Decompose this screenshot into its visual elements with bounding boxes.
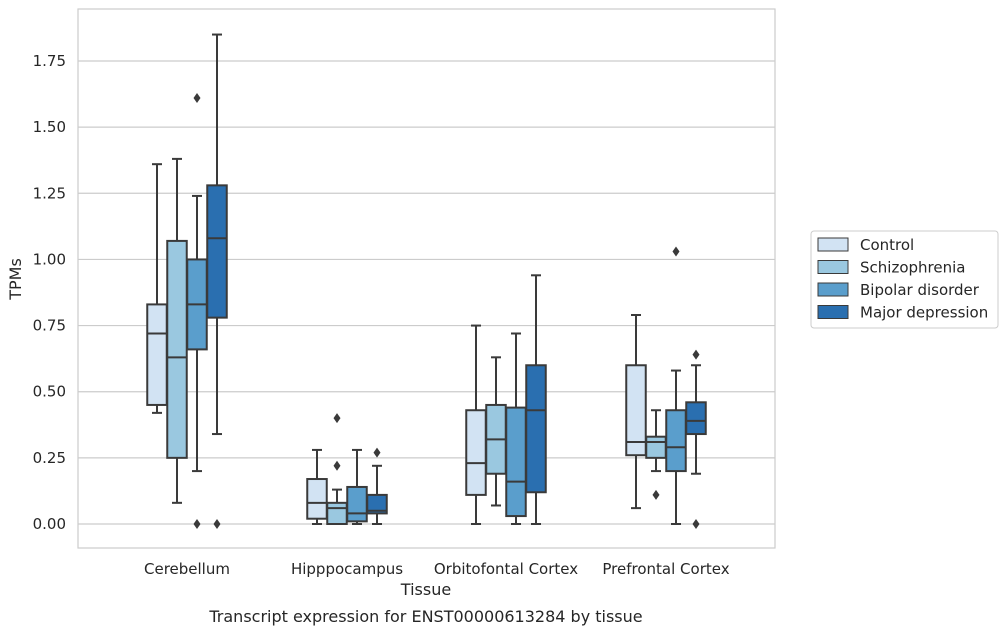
x-axis-ticks: Cerebellum Hipppocampus Orbitofontal Corte… bbox=[144, 560, 730, 578]
box-iqr bbox=[645, 435, 667, 459]
y-tick-label: 1.75 bbox=[33, 52, 66, 70]
box-iqr bbox=[166, 239, 188, 459]
box-major-depression bbox=[206, 33, 228, 529]
outlier-point bbox=[652, 489, 660, 500]
box-iqr bbox=[206, 184, 228, 319]
box-control bbox=[146, 163, 168, 414]
chart-caption: Transcript expression for ENST0000061328… bbox=[208, 607, 642, 626]
box-major-depression bbox=[366, 447, 388, 525]
box-major-depression bbox=[525, 274, 547, 525]
box-schizophrenia bbox=[166, 157, 188, 504]
box-iqr bbox=[465, 409, 487, 496]
legend-swatch bbox=[817, 305, 849, 319]
outlier-point bbox=[692, 519, 700, 529]
box-control bbox=[306, 448, 328, 525]
box-iqr bbox=[306, 478, 328, 520]
box-plots bbox=[146, 33, 707, 529]
y-tick-label: 1.00 bbox=[33, 250, 66, 268]
outlier-point bbox=[333, 460, 341, 471]
y-tick-label: 0.25 bbox=[33, 449, 66, 467]
x-tick-label: Prefrontal Cortex bbox=[602, 560, 729, 578]
box-bipolar-disorder bbox=[505, 332, 527, 525]
legend-swatch bbox=[817, 282, 849, 297]
box-iqr bbox=[505, 406, 527, 518]
x-axis-label: Tissue bbox=[400, 580, 451, 599]
box-major-depression bbox=[685, 349, 707, 529]
legend-label: Schizophrenia bbox=[860, 259, 965, 277]
outlier-point bbox=[672, 246, 680, 257]
x-tick-label: Cerebellum bbox=[144, 560, 230, 578]
legend-label: Major depression bbox=[860, 304, 988, 322]
box-iqr bbox=[525, 364, 547, 494]
box-iqr bbox=[346, 485, 368, 523]
box-iqr bbox=[665, 409, 687, 473]
y-axis-label: TPMs bbox=[6, 258, 25, 301]
box-iqr bbox=[326, 501, 348, 526]
box-schizophrenia bbox=[326, 413, 348, 526]
y-tick-label: 1.25 bbox=[33, 184, 66, 202]
x-tick-label: Hipppocampus bbox=[291, 560, 403, 578]
outlier-point bbox=[692, 349, 700, 360]
legend-label: Control bbox=[860, 236, 914, 254]
box-iqr bbox=[685, 401, 707, 436]
x-tick-label: Orbitofontal Cortex bbox=[434, 560, 578, 578]
legend-frame bbox=[810, 230, 999, 329]
plot-area bbox=[77, 8, 776, 549]
y-axis-ticks: 0.00 0.25 0.50 0.75 1.00 1.25 1.50 1.75 bbox=[33, 52, 66, 533]
box-bipolar-disorder bbox=[346, 448, 368, 525]
box-schizophrenia bbox=[645, 409, 667, 500]
box-bipolar-disorder bbox=[665, 246, 687, 525]
legend-label: Bipolar disorder bbox=[860, 281, 980, 299]
legend: Control Schizophrenia Bipolar disorder Majo… bbox=[810, 230, 999, 329]
y-tick-label: 0.50 bbox=[33, 383, 66, 401]
y-tick-label: 0.75 bbox=[33, 317, 66, 335]
box-bipolar-disorder bbox=[186, 93, 208, 529]
box-schizophrenia bbox=[485, 356, 507, 507]
box-iqr bbox=[625, 364, 647, 457]
outlier-point bbox=[193, 519, 201, 529]
box-iqr bbox=[366, 493, 388, 515]
box-iqr bbox=[146, 303, 168, 406]
outlier-point bbox=[333, 413, 341, 424]
box-control bbox=[625, 313, 647, 510]
outlier-point bbox=[213, 519, 221, 529]
outlier-point bbox=[193, 93, 201, 104]
legend-swatch bbox=[817, 260, 849, 274]
box-control bbox=[465, 324, 487, 525]
y-tick-label: 1.50 bbox=[33, 118, 66, 136]
outlier-point bbox=[373, 447, 381, 458]
legend-swatch bbox=[817, 237, 849, 252]
y-tick-label: 0.00 bbox=[33, 515, 66, 533]
